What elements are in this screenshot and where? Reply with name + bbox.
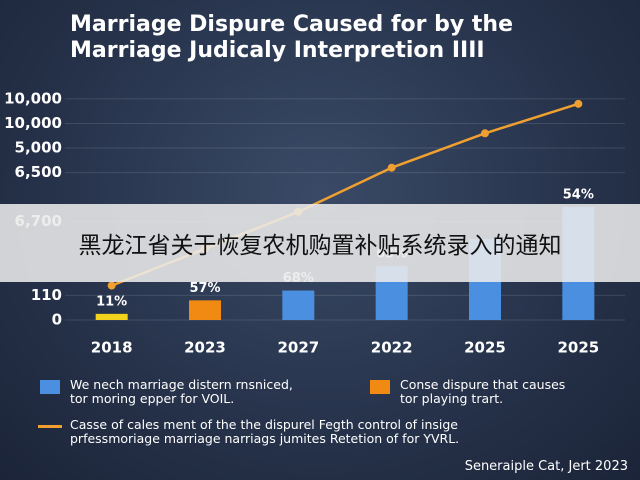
x-tick-label: 2023 (184, 339, 226, 357)
legend-label: Casse of cales ment of the the dispurel … (70, 417, 460, 446)
x-tick-label: 2027 (277, 339, 319, 357)
bar-label: 11% (96, 294, 127, 309)
legend-swatch (40, 380, 60, 394)
x-tick-label: 2022 (371, 339, 413, 357)
y-tick-label: 5,000 (15, 139, 62, 157)
line-point (574, 99, 583, 108)
bar (282, 290, 315, 320)
x-tick-label: 2025 (557, 339, 599, 357)
source: Seneraiple Cat, Jert 2023 (464, 459, 628, 474)
y-tick-label: 6,500 (15, 163, 62, 181)
chart-title: Marriage Dispure Caused for by the Marri… (70, 12, 514, 63)
banner: 黑龙江省关于恢复农机购置补贴系统录入的通知 (0, 204, 640, 282)
legend-swatch (370, 380, 390, 394)
y-tick-label: 110 (31, 286, 62, 304)
y-tick-label: 10,000 (4, 89, 62, 107)
legend-swatch (38, 425, 62, 428)
y-tick-label: 0 (52, 311, 62, 329)
bar (189, 300, 221, 320)
bar (95, 313, 128, 320)
x-tick-label: 2025 (464, 339, 506, 357)
legend-label: Conse dispure that causes tor playing tr… (400, 377, 566, 406)
banner-text: 黑龙江省关于恢复农机购置补贴系统录入的通知 (78, 233, 562, 259)
legend-label: We nech marriage distern rnsniced, tor m… (70, 377, 293, 406)
line-point (387, 163, 396, 172)
bar-label: 54% (563, 188, 594, 203)
bar-label: 57% (189, 281, 220, 296)
line-point (107, 281, 116, 290)
x-tick-label: 2018 (91, 339, 133, 357)
y-tick-label: 10,000 (4, 114, 62, 132)
line-point (481, 129, 489, 138)
